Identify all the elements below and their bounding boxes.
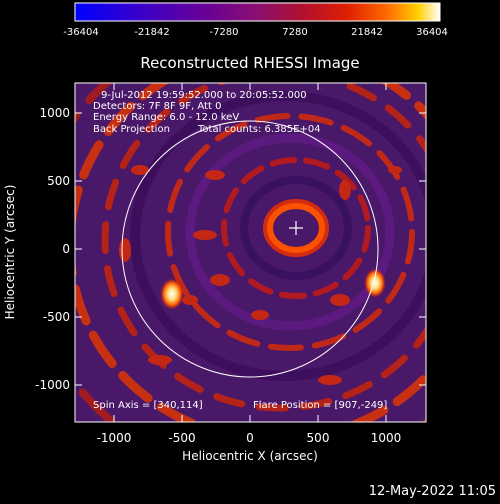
x-tick-label: -1000 [97,431,132,445]
y-tick-label: 500 [47,174,70,188]
y-tick-labels: 1000 500 0 -500 -1000 [35,106,70,392]
plot-title: Reconstructed RHESSI Image [140,54,359,72]
x-axis-label: Heliocentric X (arcsec) [182,449,318,463]
secondary-source [160,278,184,310]
x-tick-labels: -1000 -500 0 500 1000 [97,431,402,445]
y-tick-label: -1000 [35,378,70,392]
image-area [75,83,426,422]
annotation-block: 9-Jul-2012 19:59:52.000 to 20:05:52.000 … [93,90,387,411]
plot-timestamp: 12-May-2022 11:05 [369,484,496,499]
x-tick-label: 500 [307,431,330,445]
colorbar [74,2,441,22]
colorbar-tick-label: -36404 [63,27,98,38]
y-tick-label: 1000 [39,106,70,120]
y-tick-label: -500 [43,310,70,324]
flare-source [364,268,386,298]
annotation-method: Back Projection [93,124,170,135]
annotation-energy: Energy Range: 6.0 - 12.0 keV [93,112,239,123]
annotation-detectors: Detectors: 7F 8F 9F, Att 0 [93,101,221,112]
x-tick-label: -500 [168,431,195,445]
artifact-rings [75,83,426,422]
axis-tick-marks [75,83,426,422]
colorbar-tick-label: 7280 [282,27,307,38]
annotation-flare-position: Flare Position = [907,-249] [253,400,387,411]
colorbar-tick-label: 36404 [416,27,448,38]
colorbar-ticks: -36404 -21842 -7280 7280 21842 36404 [63,27,448,38]
y-tick-label: 0 [62,242,70,256]
x-tick-label: 0 [246,431,254,445]
x-tick-label: 1000 [371,431,402,445]
spin-axis-cross [289,221,303,235]
annotation-spin-axis: Spin Axis = [340,114] [93,400,203,411]
annotation-time-range: 9-Jul-2012 19:59:52.000 to 20:05:52.000 [101,90,307,101]
central-ring [267,203,325,253]
colorbar-tick-label: 21842 [351,27,383,38]
colorbar-tick-label: -21842 [134,27,169,38]
artifact-blobs [119,165,402,385]
solar-limb-circle [121,120,379,378]
annotation-total-counts: Total counts: 6.385E+04 [197,124,321,135]
colorbar-tick-label: -7280 [209,27,238,38]
y-axis-label: Heliocentric Y (arcsec) [3,185,17,320]
